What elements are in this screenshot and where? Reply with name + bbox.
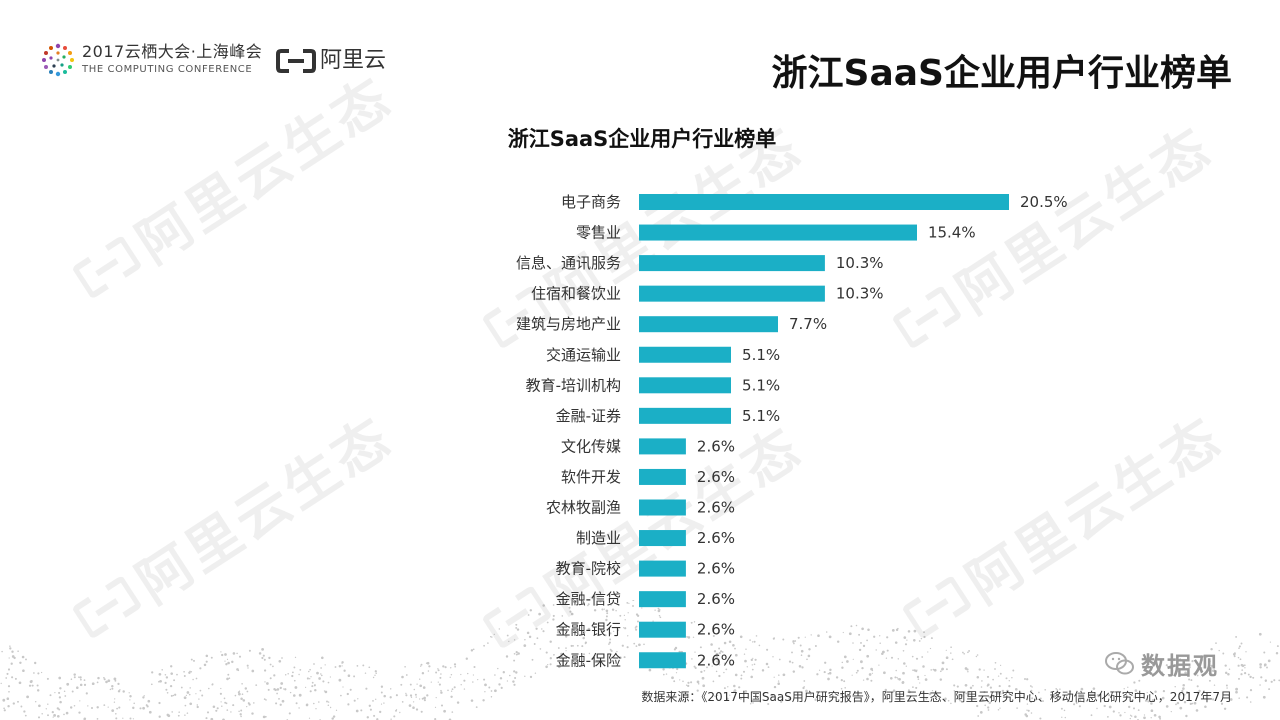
category-label: 金融-信贷	[556, 590, 621, 608]
bar	[639, 316, 778, 333]
chart-title: 浙江SaaS企业用户行业榜单	[508, 127, 777, 151]
value-label: 2.6%	[697, 499, 735, 517]
value-label: 2.6%	[697, 560, 735, 578]
bar	[639, 407, 731, 424]
wechat-icon	[1105, 651, 1134, 674]
wechat-name: 数据观	[1141, 652, 1219, 680]
aliyun-logo-icon	[902, 576, 971, 638]
category-label: 住宿和餐饮业	[531, 285, 621, 303]
category-label: 交通运输业	[546, 346, 621, 364]
conference-title: 2017云栖大会·上海峰会	[82, 42, 263, 61]
conference-subtitle: THE COMPUTING CONFERENCE	[82, 64, 253, 75]
conference-logo-icon	[42, 43, 74, 77]
category-label: 金融-银行	[556, 621, 621, 639]
bar	[639, 255, 825, 272]
category-label: 教育-培训机构	[526, 376, 621, 394]
slide-title: 浙江SaaS企业用户行业榜单	[771, 53, 1232, 94]
aliyun-logo-icon	[276, 49, 316, 73]
category-label: 电子商务	[561, 193, 621, 211]
value-label: 5.1%	[742, 346, 780, 364]
value-label: 10.3%	[836, 285, 884, 303]
value-label: 2.6%	[697, 468, 735, 486]
value-label: 2.6%	[697, 529, 735, 547]
bar	[639, 377, 731, 394]
dotted-wave-background	[0, 600, 1280, 720]
bar	[639, 468, 686, 485]
value-label: 5.1%	[742, 376, 780, 394]
category-label: 金融-证券	[556, 407, 621, 425]
aliyun-logo-icon	[482, 586, 551, 648]
bar	[639, 194, 1009, 210]
watermark: 阿里云生态	[60, 54, 405, 316]
bar	[639, 499, 686, 516]
watermark: 阿里云生态	[470, 104, 815, 366]
aliyun-logo-icon	[482, 286, 551, 348]
wechat-account: 数据观	[1105, 646, 1219, 681]
category-label: 零售业	[576, 224, 621, 242]
bar	[639, 530, 686, 547]
category-label: 文化传媒	[561, 437, 621, 455]
value-label: 2.6%	[697, 651, 735, 669]
aliyun-logo-icon	[892, 286, 961, 348]
category-label: 制造业	[576, 529, 621, 547]
category-label: 软件开发	[561, 468, 621, 486]
bar	[639, 285, 825, 302]
value-label: 20.5%	[1020, 193, 1068, 211]
category-label: 农林牧副渔	[546, 499, 621, 517]
bar	[639, 224, 917, 241]
bars-group: 电子商务 20.5% 零售业 15.4% 信息、通讯服务 10.3% 住宿和餐饮业 10.3%…	[516, 193, 1068, 669]
data-source: 数据来源：《2017中国SaaS用户研究报告》，阿里云生态、阿里云研究中心、移动…	[641, 690, 1232, 704]
watermark: 阿里云生态	[880, 104, 1225, 366]
value-label: 2.6%	[697, 437, 735, 455]
category-label: 信息、通讯服务	[516, 254, 621, 272]
bar	[639, 346, 731, 363]
value-label: 10.3%	[836, 254, 884, 272]
value-label: 5.1%	[742, 407, 780, 425]
bar	[639, 652, 686, 669]
value-label: 15.4%	[928, 224, 976, 242]
category-label: 金融-保险	[556, 651, 621, 669]
bar	[639, 591, 686, 608]
value-label: 7.7%	[789, 315, 827, 333]
brand-name: 阿里云	[320, 48, 387, 73]
value-label: 2.6%	[697, 621, 735, 639]
watermark: 阿里云生态	[60, 394, 405, 656]
bar	[639, 621, 686, 638]
value-label: 2.6%	[697, 590, 735, 608]
category-label: 建筑与房地产业	[516, 315, 621, 333]
bar	[639, 438, 686, 455]
aliyun-logo-icon	[72, 236, 141, 298]
aliyun-logo-icon	[72, 576, 141, 638]
watermark: 阿里云生态	[890, 394, 1235, 656]
watermark: 阿里云生态	[470, 404, 815, 666]
conference-name: 2017云栖大会·上海峰会 THE COMPUTING CONFERENCE	[82, 44, 262, 75]
category-label: 教育-院校	[556, 560, 621, 578]
bar	[639, 560, 686, 577]
